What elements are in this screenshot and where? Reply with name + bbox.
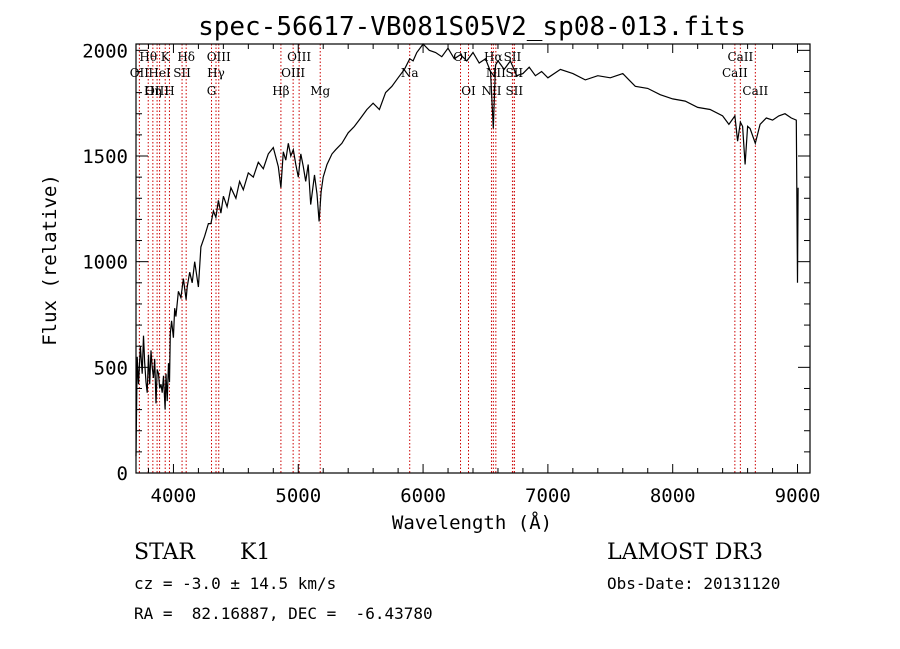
y-tick-label: 1500 [82, 146, 128, 168]
spectral-line-markers [138, 44, 756, 473]
x-tick-label: 4000 [151, 485, 197, 507]
spectral-line-label: SII [505, 84, 523, 98]
obs-date-text: Obs-Date: 20131120 [607, 574, 781, 593]
spectral-line-label: OIII [207, 50, 231, 64]
spectral-line-label: Hθ [139, 50, 157, 64]
spectral-line-label: OIII [281, 66, 305, 80]
spectral-line-label: K [161, 50, 171, 64]
y-tick-label: 1000 [82, 252, 128, 274]
coordinates-text: RA = 82.16887, DEC = -6.43780 [134, 604, 433, 623]
spectral-line-label: SII [173, 66, 191, 80]
spectral-line-label: Hη [144, 84, 162, 98]
y-tick-label: 2000 [82, 40, 128, 62]
y-axis-label: Flux (relative) [39, 174, 61, 346]
spectral-line-label: OII [130, 66, 150, 80]
spectral-line-label: H [164, 84, 174, 98]
x-tick-label: 6000 [400, 485, 446, 507]
x-tick-label: 9000 [775, 485, 821, 507]
x-tick-label: 7000 [525, 485, 571, 507]
axis-ticks: 4000 5000 6000 7000 8000 9000 0 500 1000 1500 2000 [82, 40, 820, 507]
spectral-line-label: OI [461, 84, 476, 98]
object-subclass: K1 [240, 540, 271, 565]
spectral-line-label: OIII [145, 84, 169, 98]
object-class: STAR [134, 540, 195, 565]
spectral-line-label: HeI [148, 66, 171, 80]
flux-series-line [135, 43, 799, 457]
x-tick-label: 8000 [650, 485, 696, 507]
spectral-line-label: CaII [742, 84, 768, 98]
spectral-line-labels: Hθ OII OIII K HeI Hη SII H Hδ OIII Hγ G OIII OIII Hβ Mg… [130, 50, 769, 98]
x-tick-label: 5000 [275, 485, 321, 507]
spectral-line-label: CaII [722, 66, 748, 80]
spectral-line-label: Mg [310, 84, 330, 98]
spectral-line-label: SII [504, 50, 522, 64]
redshift-text: cz = -3.0 ± 14.5 km/s [134, 574, 337, 593]
spectral-line-label: Hδ [177, 50, 195, 64]
spectral-line-label: OI [453, 50, 468, 64]
plot-frame [135, 43, 811, 474]
y-tick-label: 500 [94, 357, 128, 379]
x-axis-label: Wavelength (Å) [392, 511, 552, 534]
spectral-line-label: CaII [727, 50, 753, 64]
spectral-line-label: OIII [287, 50, 311, 64]
spectral-line-label: Na [401, 66, 419, 80]
spectral-line-label: Hβ [272, 84, 289, 98]
spectral-line-label: Hγ [207, 66, 225, 80]
y-tick-label: 0 [117, 463, 128, 485]
spectral-line-label: SII [505, 66, 523, 80]
spectral-line-label: G [207, 84, 217, 98]
chart-title: spec-56617-VB081S05V2_sp08-013.fits [198, 12, 746, 42]
survey-label: LAMOST DR3 [607, 540, 763, 565]
